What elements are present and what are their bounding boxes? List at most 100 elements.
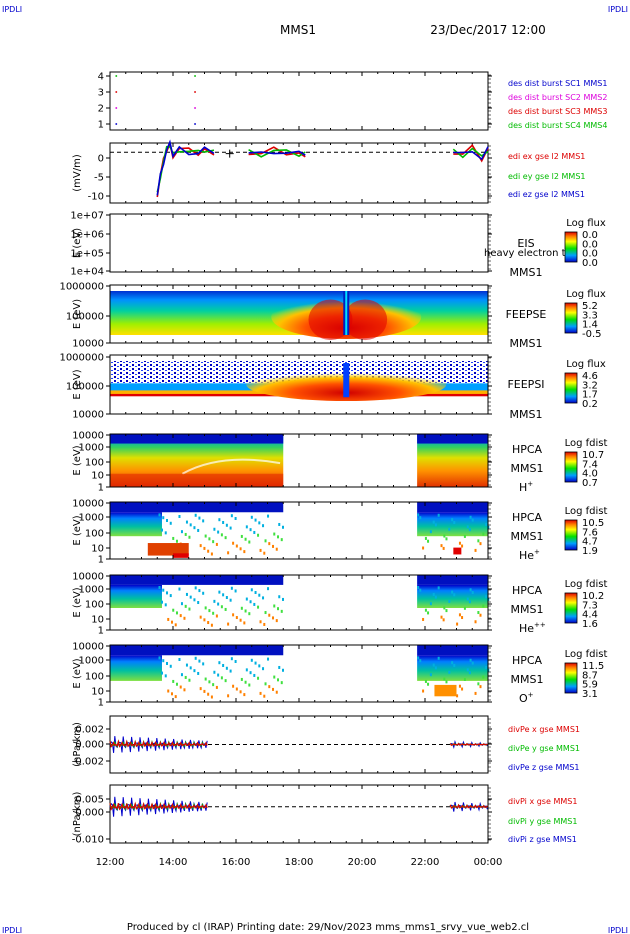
y-tick-label: -5: [94, 173, 104, 184]
hpca-sample-pixel: [468, 528, 471, 532]
hpca-sample-pixel: [477, 682, 480, 686]
hpca-sample-pixel: [235, 544, 238, 548]
plot-frame-eis: [109, 213, 489, 273]
burst-point: [194, 123, 196, 125]
y-tick-label: 0.002: [75, 725, 104, 736]
hpca-sample-pixel: [277, 535, 280, 539]
y-axis-label: E (eV): [72, 445, 83, 475]
hpca-dense-region: [417, 584, 488, 608]
y-tick-label: 10000: [72, 642, 104, 653]
hpca-sample-pixel: [232, 684, 235, 688]
hpca-sample-pixel: [272, 544, 275, 548]
hpca-sample-pixel: [222, 520, 225, 524]
corner-mark-bottom-right: IPDLI: [608, 926, 628, 934]
hpca-sample-pixel: [267, 514, 270, 518]
hpca-sample-pixel: [443, 606, 446, 610]
hpca-sample-pixel: [213, 527, 216, 531]
y-tick-label: 10: [91, 687, 104, 698]
legend-entry: divPe x gse MMS1: [508, 725, 580, 734]
colorbar-tick-label: 7.4: [582, 459, 598, 470]
y-tick-label: 100000: [66, 382, 104, 393]
hpca-high-energy-band: [417, 575, 488, 585]
hpca-sample-pixel: [427, 611, 430, 615]
burst-point: [115, 75, 118, 77]
hpca-sample-pixel: [254, 591, 257, 595]
hpca-sample-pixel: [280, 681, 283, 685]
hpca-sample-pixel: [442, 546, 445, 550]
hpca-sample-pixel: [432, 592, 435, 596]
corner-mark-top-left: IPDLI: [2, 5, 22, 14]
hpca-sample-pixel: [230, 586, 233, 590]
divp-series-line: [109, 739, 208, 748]
hpca-sample-pixel: [243, 621, 246, 625]
hpca-sample-pixel: [170, 692, 173, 696]
hpca-sample-pixel: [419, 588, 422, 592]
panel-feeps-ion: 1000000 100000 10000 E (eV) FEEPSI MMS1 Log fl…: [59, 353, 605, 422]
colorbar-tick-label: -0.5: [582, 329, 602, 340]
colorbar-tick-label: 0.0: [582, 249, 598, 260]
hpca-sample-pixel: [477, 539, 480, 543]
hpca-sample-pixel: [235, 687, 238, 691]
hpca-sample-pixel: [434, 666, 437, 670]
hpca-sample-pixel: [213, 670, 216, 674]
spacecraft-title: MMS1: [280, 23, 316, 37]
hpca-sample-pixel: [194, 656, 197, 660]
hpca-sample-pixel: [239, 690, 242, 694]
hpca-sample-pixel: [194, 586, 197, 590]
hpca-sample-pixel: [249, 671, 252, 675]
hpca-sample-pixel: [235, 616, 238, 620]
hpca-sample-pixel: [204, 677, 207, 681]
hpca-sample-pixel: [244, 609, 247, 613]
hpca-sample-pixel: [210, 623, 213, 627]
instrument-label: HPCA: [512, 511, 543, 524]
colorbar: [564, 662, 578, 694]
hpca-sample-pixel: [169, 594, 172, 598]
hpca-sample-pixel: [422, 546, 425, 550]
hpca-sample-pixel: [471, 591, 474, 595]
hpca-sample-pixel: [204, 534, 207, 538]
hpca-sample-pixel: [234, 659, 237, 663]
hpca-sample-pixel: [234, 589, 237, 593]
hpca-sample-pixel: [224, 679, 227, 683]
hpca-sample-pixel: [259, 620, 262, 624]
hpca-sample-pixel: [239, 547, 242, 551]
hpca-sample-pixel: [445, 680, 448, 684]
hpca-sample-pixel: [229, 526, 232, 530]
hpca-sample-pixel: [466, 668, 469, 672]
instrument-note: heavy electron to: [484, 248, 572, 259]
hpca-sample-pixel: [240, 677, 243, 681]
colorbar-title: Log flux: [566, 289, 606, 300]
hpca-sample-pixel: [453, 593, 456, 597]
instrument-label: HPCA: [512, 654, 543, 667]
hpca-sample-pixel: [185, 663, 188, 667]
hpca-sample-pixel: [164, 531, 167, 535]
hpca-sample-pixel: [419, 516, 422, 520]
colorbar-tick-label: 1.6: [582, 619, 598, 630]
hpca-sample-pixel: [188, 678, 191, 682]
hpca-sample-pixel: [461, 687, 464, 691]
hpca-sample-pixel: [184, 532, 187, 536]
hpca-sample-pixel: [458, 684, 461, 688]
panel-hpca-o-plus: 10000 1000 100 101 E (eV) HPCA MMS1 O+ Log fdist…: [72, 642, 607, 709]
hpca-sample-pixel: [267, 657, 270, 661]
hpca-sample-pixel: [278, 595, 281, 599]
colorbar-tick-label: 1.4: [582, 320, 598, 331]
y-tick-label: 1000: [79, 585, 104, 596]
hpca-dense-region: [417, 655, 488, 681]
hpca-sample-pixel: [179, 685, 182, 689]
colorbar-tick-label: 4.4: [582, 610, 598, 621]
hpca-sample-pixel: [179, 614, 182, 618]
hpca-sample-pixel: [215, 685, 218, 689]
hpca-sample-pixel: [282, 668, 285, 672]
colorbar: [564, 231, 578, 263]
y-tick-label: 10000: [72, 431, 104, 442]
hpca-sample-pixel: [174, 623, 177, 627]
y-tick-label: 4: [98, 72, 104, 83]
hpca-sample-pixel: [268, 685, 271, 689]
hpca-sample-pixel: [218, 518, 221, 522]
feeps-electron-core-right: [343, 299, 388, 341]
spacecraft-label: MMS1: [510, 337, 543, 350]
hpca-sample-pixel: [429, 602, 432, 606]
hpca-sample-pixel: [169, 664, 172, 668]
